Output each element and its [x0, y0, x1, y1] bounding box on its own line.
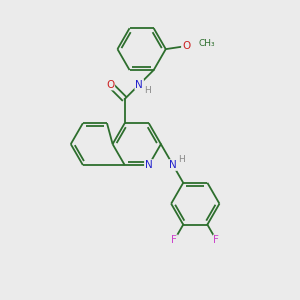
Text: N: N: [135, 80, 143, 89]
Text: F: F: [214, 235, 219, 245]
Text: O: O: [106, 80, 114, 89]
Text: N: N: [145, 160, 153, 170]
Text: O: O: [182, 41, 190, 51]
Text: CH₃: CH₃: [199, 39, 215, 48]
Text: N: N: [169, 160, 177, 170]
Text: F: F: [171, 235, 177, 245]
Text: H: H: [144, 86, 151, 95]
Text: H: H: [178, 155, 184, 164]
